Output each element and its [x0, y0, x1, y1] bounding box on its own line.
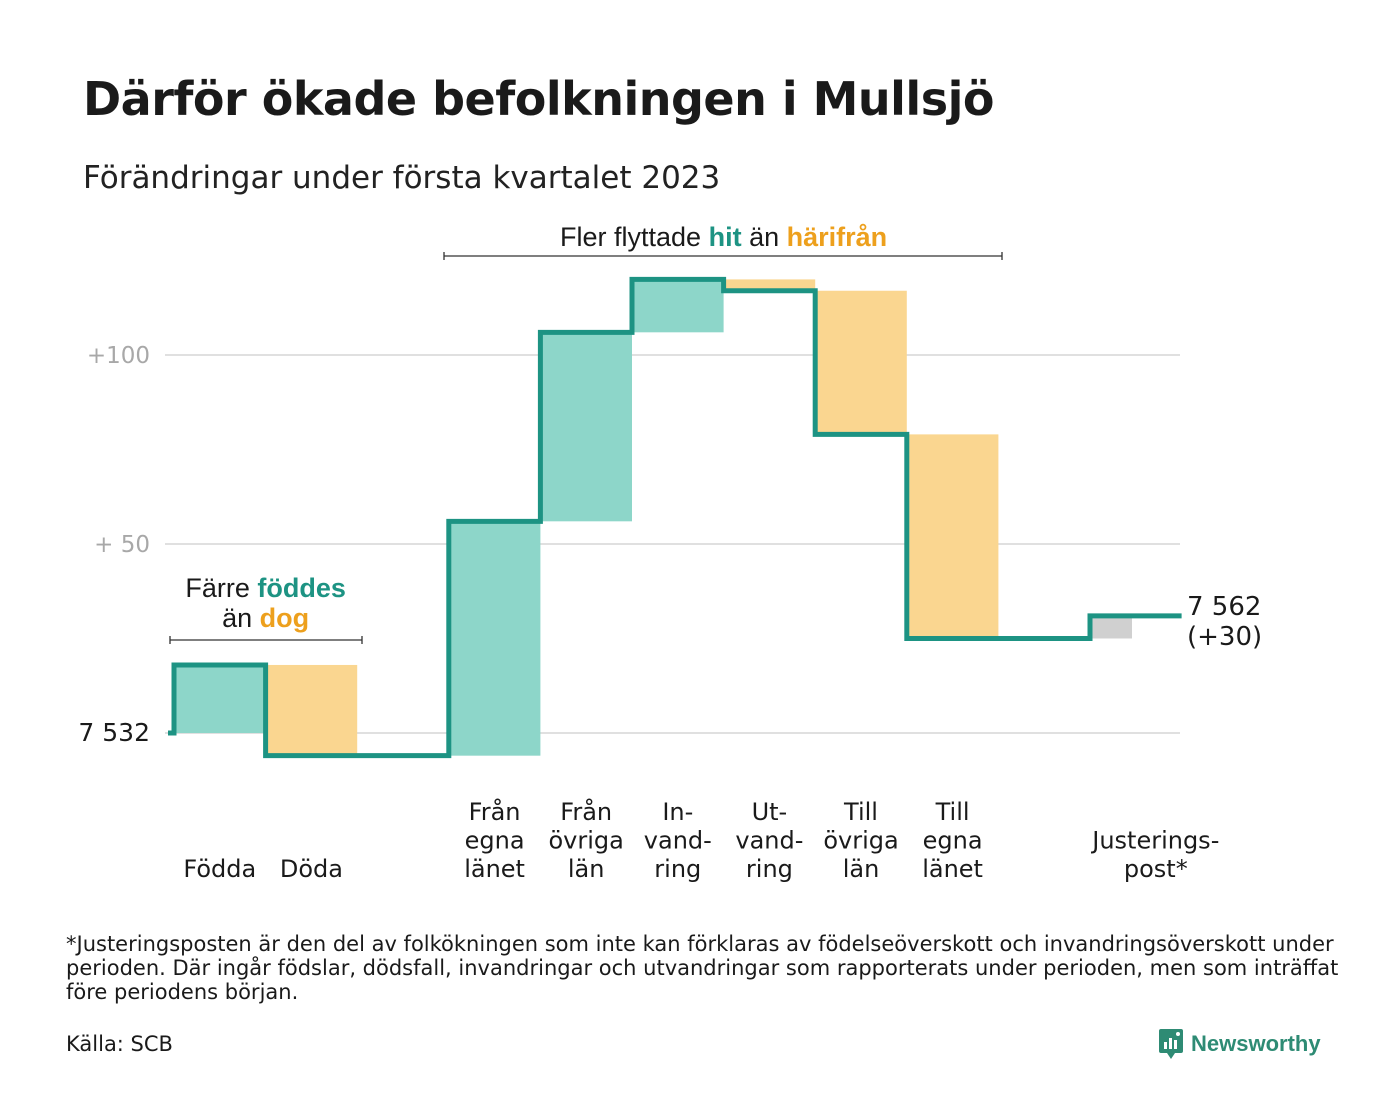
bar-in [632, 279, 724, 333]
category-label-line: vand- [644, 827, 712, 855]
category-label-line: Till [843, 798, 878, 826]
annotation-plain-text: än [222, 603, 260, 633]
category-label: Till övriga län [823, 798, 898, 883]
category-label: Ut-vand-ring [735, 798, 803, 883]
brand-name: Newsworthy [1191, 1031, 1321, 1056]
category-label-line: län [843, 855, 880, 883]
annotation-plain-text: Färre [185, 573, 257, 603]
bar-out [906, 434, 999, 639]
category-label-line: ring [746, 855, 793, 883]
category-label-line: Födda [183, 855, 256, 883]
category-label-line: Från [469, 797, 521, 826]
annotation-births-deaths-line1: Färre föddes [185, 573, 346, 603]
category-label-line: vand- [735, 827, 803, 855]
chart-title: Därför ökade befolkningen i Mullsjö [83, 72, 994, 126]
category-label: Döda [280, 855, 343, 883]
bar-out [265, 664, 358, 756]
category-label-line: övriga [549, 827, 624, 855]
category-label-line: Till [935, 798, 970, 826]
category-label: Till egna länet [922, 798, 983, 883]
category-label: Från övriga län [549, 797, 624, 883]
newsworthy-logo-icon [1159, 1029, 1183, 1059]
y-tick-label: + 50 [94, 532, 150, 558]
category-label-line: post* [1124, 855, 1188, 883]
brand-logo[interactable]: Newsworthy [1158, 1026, 1321, 1062]
annotation-in-text: föddes [257, 573, 346, 603]
category-label-line: ring [654, 855, 701, 883]
category-label-line: egna [923, 827, 983, 855]
category-label-line: län [568, 855, 605, 883]
end-value-label-line: (+30) [1187, 622, 1262, 652]
annotation-migration: Fler flyttade hit än härifrån [560, 222, 887, 252]
annotation-in-text: hit [709, 222, 742, 252]
bar-in [448, 521, 541, 756]
bar-in [174, 664, 266, 733]
category-label-line: Från [560, 797, 612, 826]
annotation-plain-text: Fler flyttade [560, 222, 709, 252]
category-label-line: länet [922, 855, 983, 883]
category-label: Från egna länet [464, 797, 525, 883]
category-label-line: länet [464, 855, 525, 883]
start-value-label: 7 532 [78, 718, 150, 747]
annotation-plain-text: än [742, 222, 787, 252]
category-label: In-vand-ring [644, 798, 712, 883]
category-label-line: In- [662, 798, 693, 826]
footnote: *Justeringsposten är den del av folkökni… [66, 932, 1339, 1004]
annotation-out-text: dog [260, 603, 309, 633]
category-label: Justerings-post* [1090, 827, 1219, 884]
category-label: Födda [183, 855, 256, 883]
category-label-line: egna [465, 827, 525, 855]
end-value-label: 7 562 (+30) [1187, 592, 1262, 652]
category-label-line: övriga [823, 827, 898, 855]
category-label-line: Ut- [752, 798, 788, 826]
category-label-line: Döda [280, 855, 343, 883]
bar-out [815, 290, 907, 435]
chart-subtitle: Förändringar under första kvartalet 2023 [83, 160, 721, 196]
bar-adjust [1092, 615, 1132, 639]
bar-in [540, 332, 632, 522]
category-label-line: Justerings- [1090, 827, 1219, 855]
running-total-line [168, 276, 1182, 759]
source-note: Källa: SCB [66, 1032, 173, 1056]
annotation-out-text: härifrån [787, 222, 888, 252]
annotation-births-deaths-line2: än dog [222, 603, 309, 633]
bar-out [723, 279, 816, 291]
end-value-label-line: 7 562 [1187, 592, 1261, 622]
y-tick-label: +100 [87, 343, 150, 369]
